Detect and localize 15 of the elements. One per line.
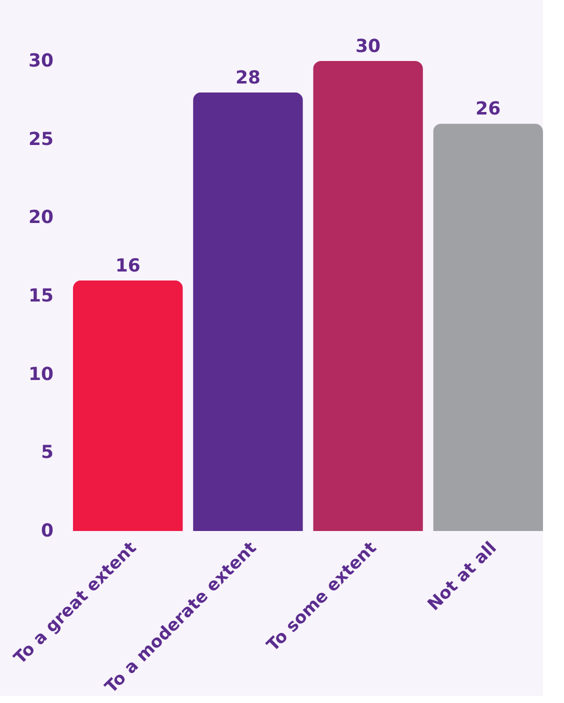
y-tick-label: 25	[28, 128, 54, 150]
y-tick-label: 15	[28, 286, 54, 306]
bar	[73, 280, 183, 531]
y-tick-label: 5	[40, 442, 54, 464]
bar	[193, 92, 303, 531]
data-label: 16	[115, 255, 140, 276]
y-tick-label: 10	[28, 364, 54, 385]
data-label: 26	[476, 98, 501, 120]
data-label: 28	[235, 67, 261, 88]
y-tick-label: 0	[40, 520, 54, 542]
y-tick-label: 30	[28, 50, 54, 72]
data-label: 30	[355, 36, 381, 57]
bar	[433, 124, 543, 531]
bar	[313, 61, 423, 531]
y-tick-label: 20	[28, 207, 54, 228]
